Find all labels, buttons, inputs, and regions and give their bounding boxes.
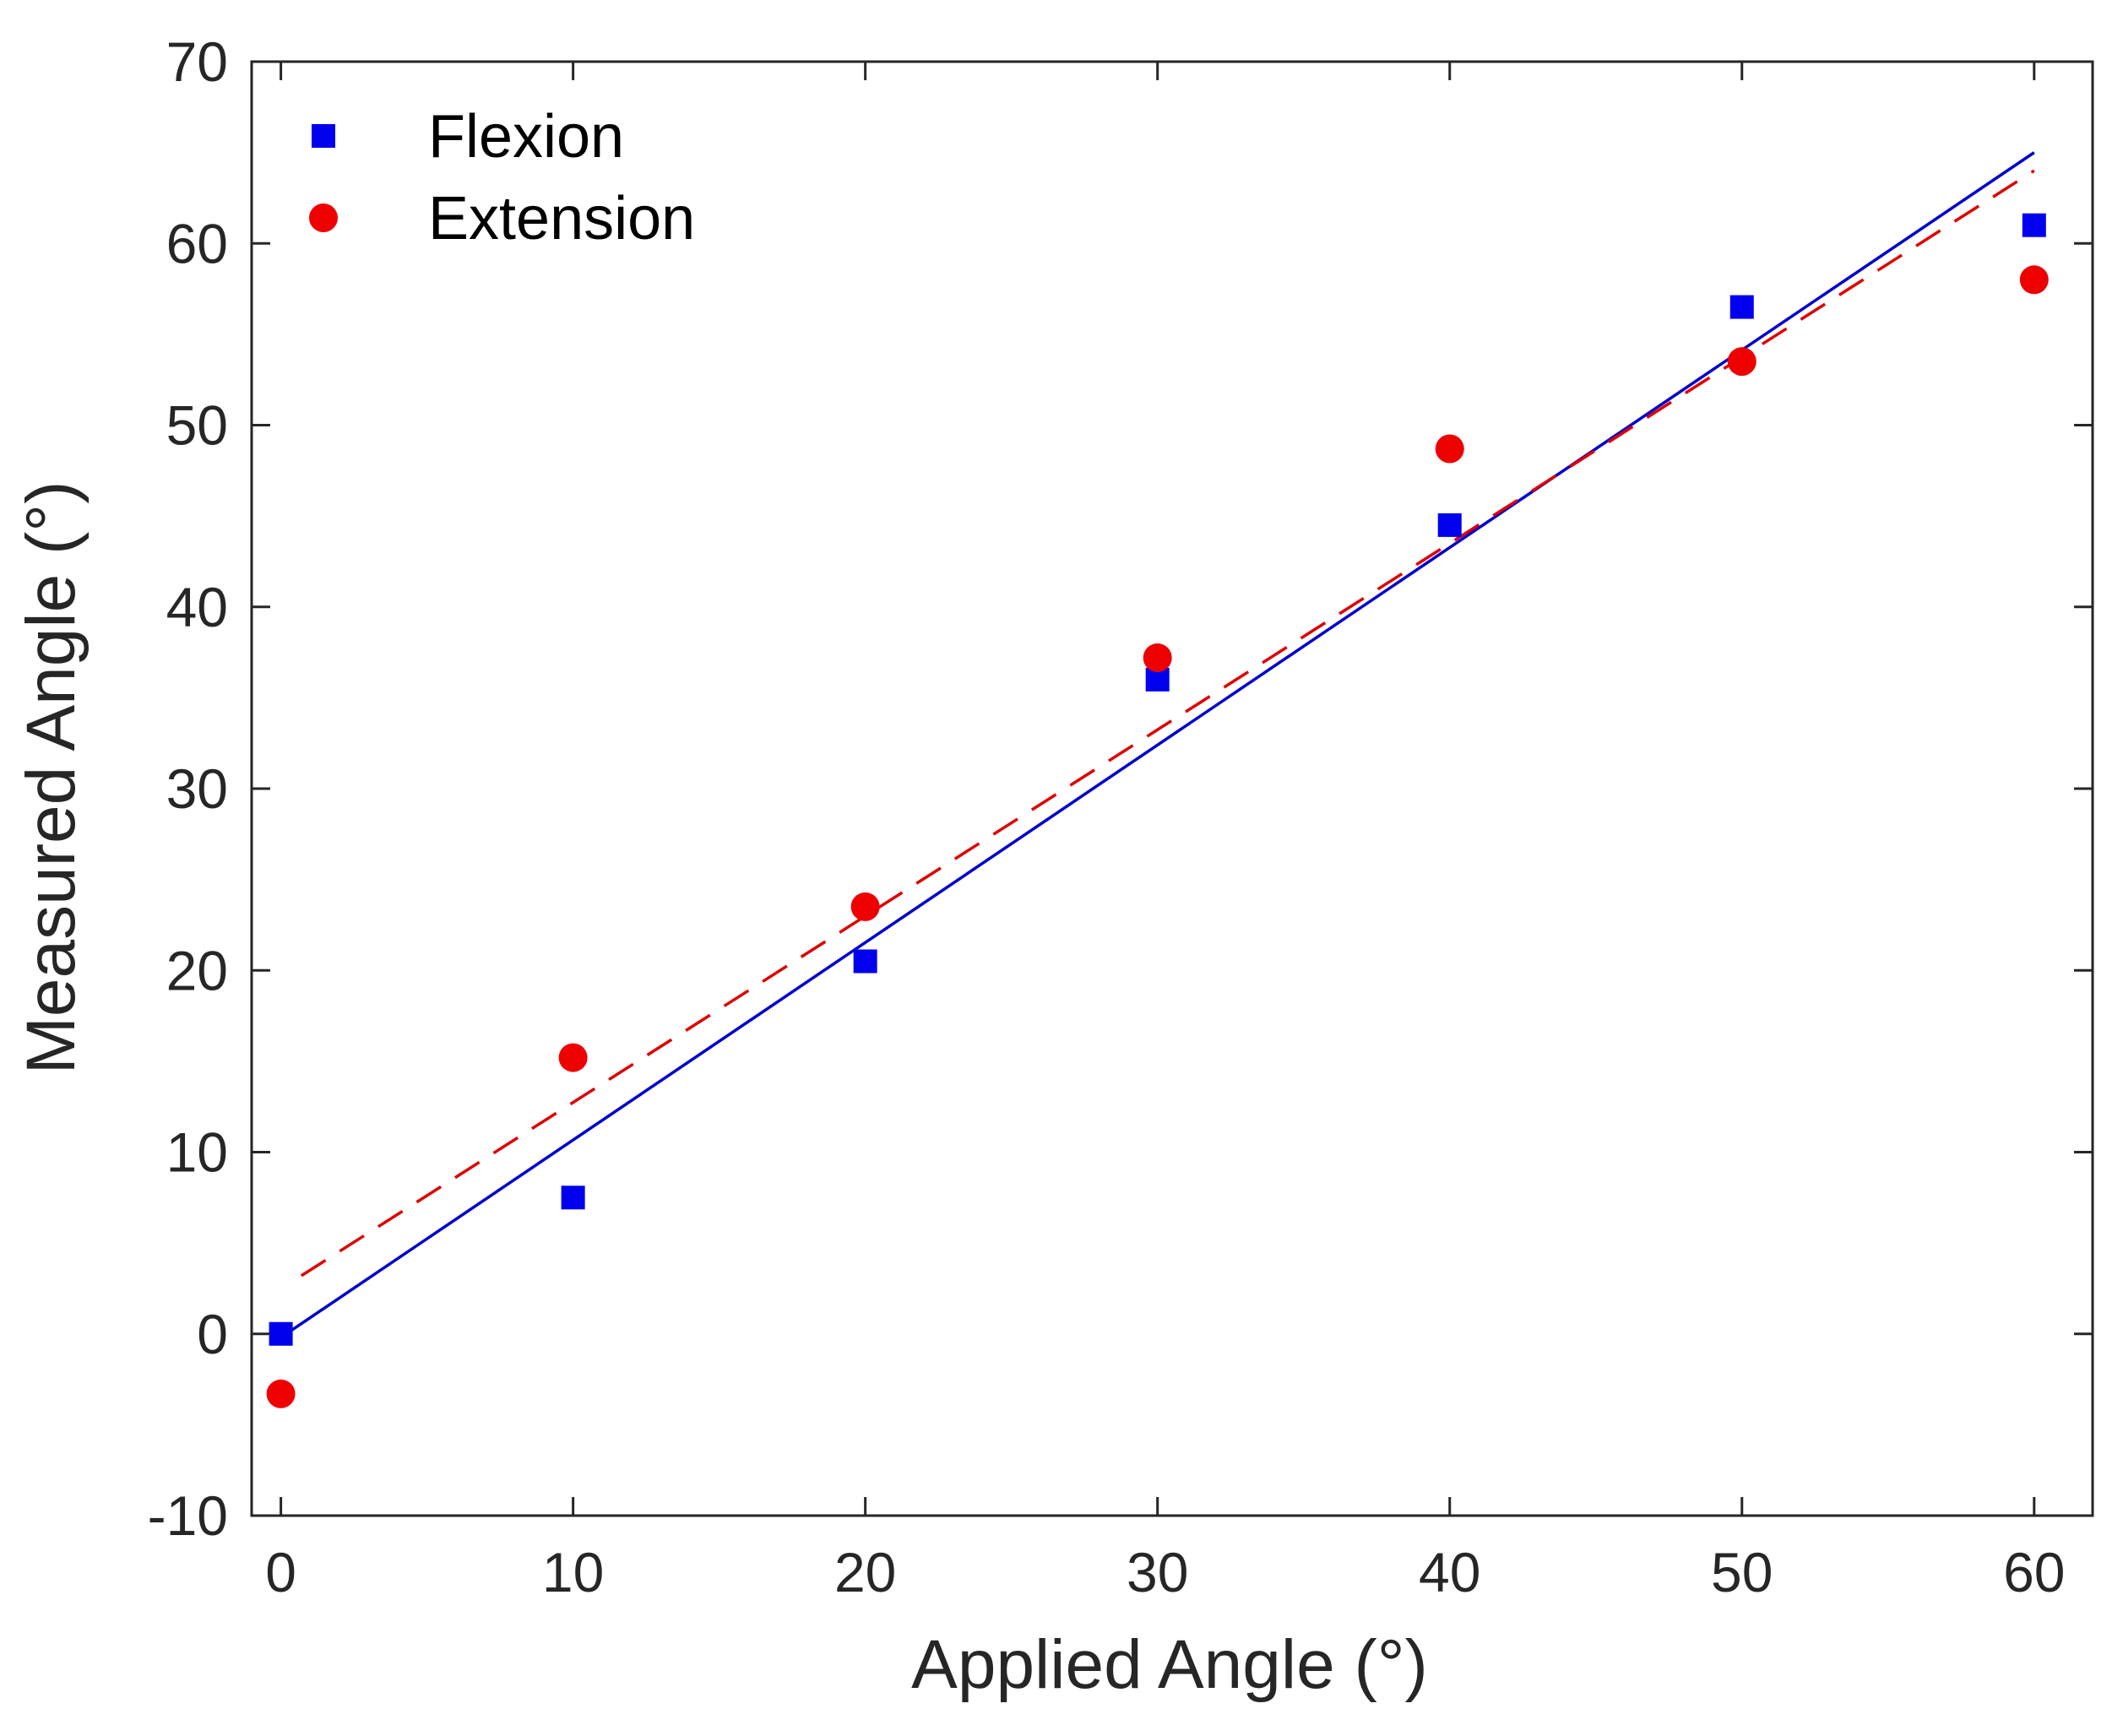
- x-tick-label: 0: [265, 1541, 296, 1603]
- legend-marker-extension: [309, 203, 338, 232]
- flexion-point: [1437, 513, 1462, 537]
- fit-lines: [280, 151, 2035, 1339]
- y-tick-label: 0: [197, 1303, 228, 1365]
- plot-frame: [250, 60, 2094, 1517]
- flexion-point: [853, 949, 877, 974]
- extension-point: [266, 1379, 296, 1408]
- y-tick-label: -10: [148, 1484, 228, 1547]
- legend-marker-flexion: [312, 124, 335, 148]
- x-axis-title: Applied Angle (°): [911, 1626, 1428, 1703]
- extension-point: [1143, 643, 1172, 673]
- y-tick-label: 70: [166, 30, 228, 93]
- x-tick-label: 60: [2003, 1541, 2065, 1603]
- flexion-point: [561, 1185, 585, 1210]
- y-tick-label: 60: [166, 212, 228, 274]
- fit-line-extension: [300, 169, 2035, 1278]
- x-tick-label: 50: [1711, 1541, 1773, 1603]
- x-tick-label: 10: [542, 1541, 604, 1603]
- extension-point: [558, 1043, 588, 1072]
- y-tick-label: 30: [166, 757, 228, 820]
- y-axis-title: Measured Angle (°): [13, 481, 90, 1075]
- extension-point: [1727, 347, 1756, 377]
- flexion-point: [269, 1321, 293, 1346]
- axes: 0 10 20 30 40 50 60 -10 0 10 20 30 40 50 60 70: [148, 30, 2094, 1603]
- y-tick-label: 20: [166, 939, 228, 1001]
- legend-label-extension: Extension: [428, 185, 695, 252]
- x-tick-label: 40: [1419, 1541, 1480, 1603]
- y-tick-label: 50: [166, 394, 228, 457]
- data-markers: [266, 213, 2049, 1408]
- x-tick-label: 20: [834, 1541, 896, 1603]
- y-tick-label: 40: [166, 576, 228, 638]
- fit-line-flexion: [280, 151, 2035, 1339]
- legend-label-flexion: Flexion: [428, 103, 624, 171]
- extension-point: [1435, 434, 1464, 464]
- y-tick-label: 10: [166, 1121, 228, 1184]
- x-tick-label: 30: [1127, 1541, 1188, 1603]
- extension-point: [850, 892, 880, 921]
- flexion-point: [1729, 295, 1754, 319]
- extension-point: [2019, 265, 2049, 295]
- legend: Flexion Extension: [309, 103, 695, 252]
- flexion-point: [2022, 213, 2046, 237]
